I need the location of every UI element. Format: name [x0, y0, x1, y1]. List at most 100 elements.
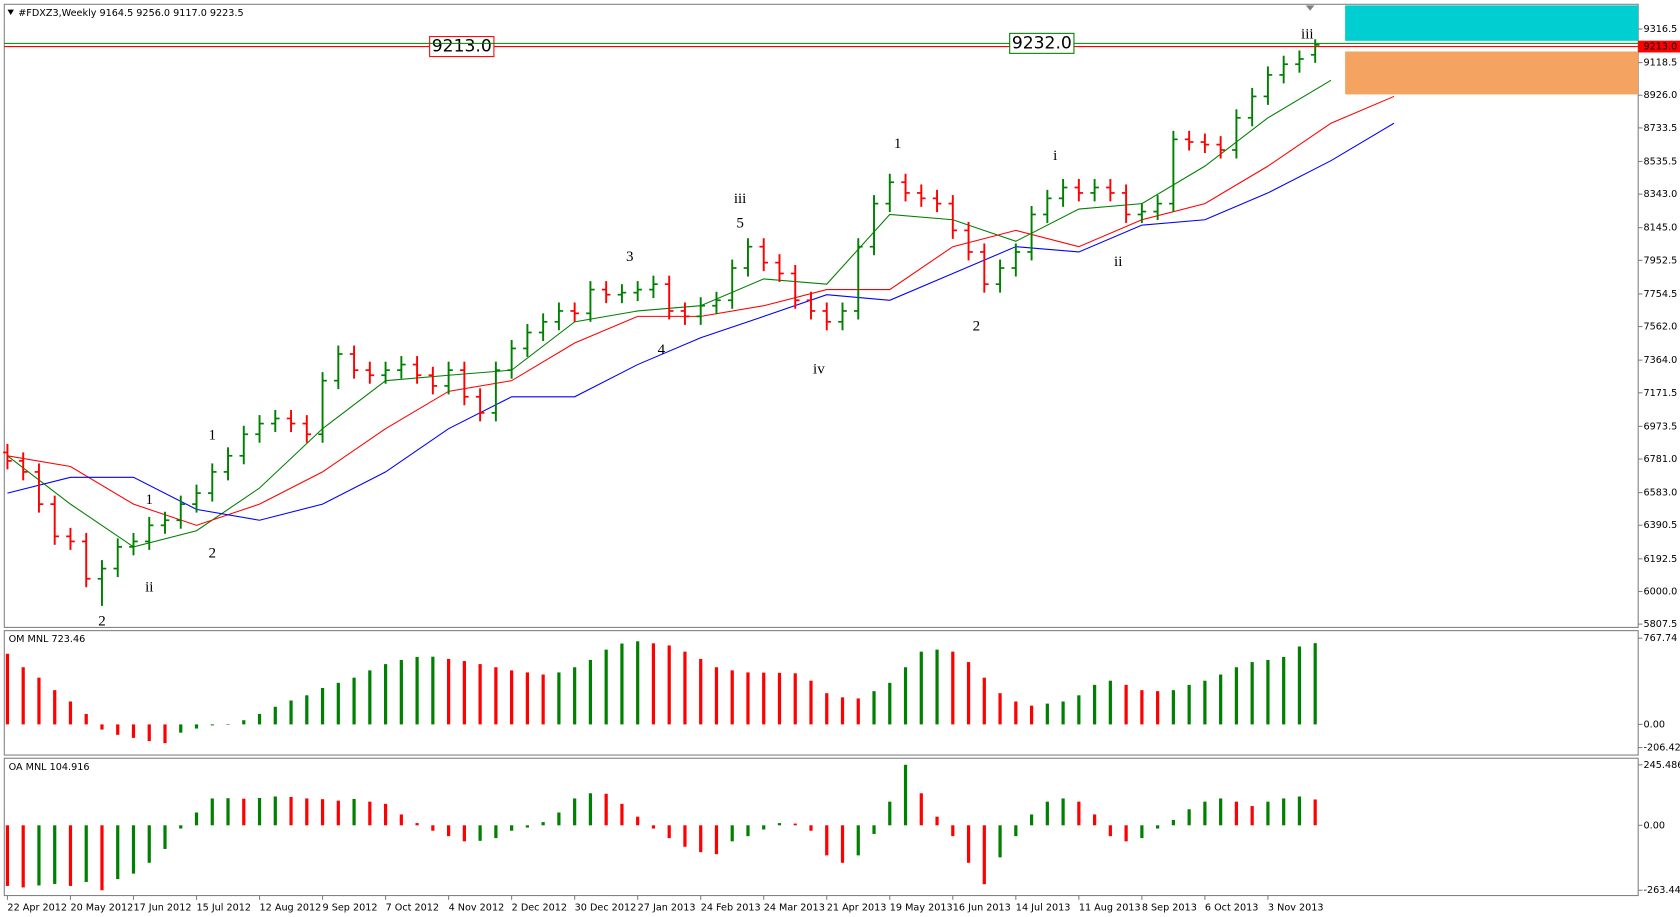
histogram-bar [257, 713, 262, 725]
histogram-bar [1282, 798, 1286, 826]
histogram-bar [1108, 825, 1112, 837]
histogram-bar [226, 724, 230, 725]
histogram-bar [1313, 643, 1317, 725]
line-label-box [429, 36, 495, 58]
wave-label: 1 [145, 492, 152, 508]
histogram-bar [100, 825, 104, 891]
main-panel [3, 3, 1639, 628]
histogram-bar [903, 667, 908, 725]
histogram-bar [273, 796, 277, 826]
histogram-bar [1297, 646, 1302, 725]
wave-label: 2 [209, 546, 216, 562]
histogram-bar [604, 649, 608, 725]
histogram-bar [273, 706, 277, 725]
wave-label: iii [734, 191, 747, 207]
histogram-bar [636, 816, 640, 826]
y-tick-label: 8535.5 [1644, 156, 1678, 167]
histogram-bar [1124, 825, 1128, 842]
histogram-bar [1077, 801, 1081, 826]
histogram-bar [431, 656, 435, 725]
x-tick-label: 2 Dec 2012 [512, 902, 567, 913]
y-tick-label: 0.00 [1644, 719, 1665, 730]
histogram-bar [320, 799, 325, 826]
histogram-bar [1014, 825, 1018, 837]
histogram-bar [620, 803, 624, 826]
histogram-bar [194, 724, 199, 729]
histogram-bar [888, 682, 892, 725]
histogram-bar [777, 823, 782, 826]
histogram-bar [210, 724, 214, 726]
histogram-bar [147, 825, 151, 863]
histogram-bar [131, 724, 136, 738]
histogram-bar [242, 720, 246, 725]
histogram-bar [305, 798, 309, 826]
histogram-bar [1029, 705, 1034, 725]
y-tick-label: 767.74 [1644, 633, 1678, 644]
histogram-bar [998, 825, 1002, 858]
histogram-bar [84, 825, 88, 882]
histogram-bar [226, 798, 230, 826]
histogram-bar [1171, 690, 1175, 725]
x-tick-label: 22 Apr 2012 [7, 902, 67, 913]
histogram-bar [1219, 674, 1223, 725]
y-tick-label: -206.42 [1644, 743, 1680, 754]
histogram-bar [1156, 825, 1160, 829]
y-tick-label: 245.486 [1644, 760, 1680, 771]
wave-label: ii [1114, 254, 1122, 270]
price-box [1638, 40, 1680, 53]
menu-arrow[interactable] [7, 9, 14, 16]
y-tick-label: 8733.5 [1644, 123, 1678, 134]
histogram-bar [919, 793, 923, 826]
histogram-bar [777, 672, 782, 725]
histogram-bar [1124, 684, 1128, 725]
oa-panel [3, 757, 1639, 897]
x-tick-label: 6 Oct 2013 [1205, 902, 1258, 913]
histogram-bar [1171, 819, 1175, 826]
histogram-bar [762, 825, 766, 830]
histogram-bar [1219, 798, 1223, 826]
line-label-box [1009, 32, 1075, 54]
histogram-bar [336, 800, 340, 826]
histogram-bar [1061, 798, 1065, 826]
histogram-bar [179, 825, 183, 829]
histogram-bar [383, 803, 388, 826]
x-tick-label: 11 Aug 2013 [1079, 902, 1141, 913]
x-tick-label: 9 Sep 2012 [323, 902, 378, 913]
histogram-bar [1234, 667, 1239, 725]
histogram-bar [242, 798, 246, 826]
histogram-bar [856, 698, 860, 725]
y-tick-label: 7952.5 [1644, 255, 1678, 266]
histogram-bar [21, 667, 25, 725]
chart-title: #FDXZ3,Weekly 9164.5 9256.0 9117.0 9223.… [18, 8, 243, 19]
histogram-bar [53, 825, 57, 884]
histogram-bar [935, 649, 939, 725]
histogram-bar [1045, 703, 1049, 725]
histogram-bar [1092, 684, 1097, 725]
histogram-bar [289, 700, 293, 725]
x-tick-label: 12 Aug 2012 [260, 902, 322, 913]
histogram-bar [699, 825, 703, 853]
wave-label: ii [145, 580, 153, 596]
histogram-bar [557, 672, 561, 725]
histogram-bar [383, 664, 388, 725]
y-tick-label: 7562.0 [1644, 322, 1678, 333]
histogram-bar [651, 643, 656, 725]
y-tick-label: 7754.5 [1644, 289, 1678, 300]
histogram-bar [336, 682, 340, 725]
histogram-bar [730, 825, 734, 842]
histogram-bar [1187, 809, 1191, 826]
histogram-bar [1203, 680, 1207, 725]
histogram-bar [399, 814, 403, 826]
histogram-bar [966, 662, 971, 725]
histogram-bar [573, 667, 577, 725]
histogram-bar [1077, 695, 1081, 725]
om-panel [3, 630, 1639, 756]
histogram-bar [872, 691, 876, 725]
x-tick-label: 17 Jun 2012 [133, 902, 191, 913]
y-tick-label: 6192.5 [1644, 554, 1678, 565]
histogram-bar [982, 677, 986, 725]
histogram-bar [525, 825, 529, 828]
histogram-bar [998, 693, 1002, 725]
histogram-bar [809, 825, 813, 831]
histogram-bar [510, 670, 514, 725]
